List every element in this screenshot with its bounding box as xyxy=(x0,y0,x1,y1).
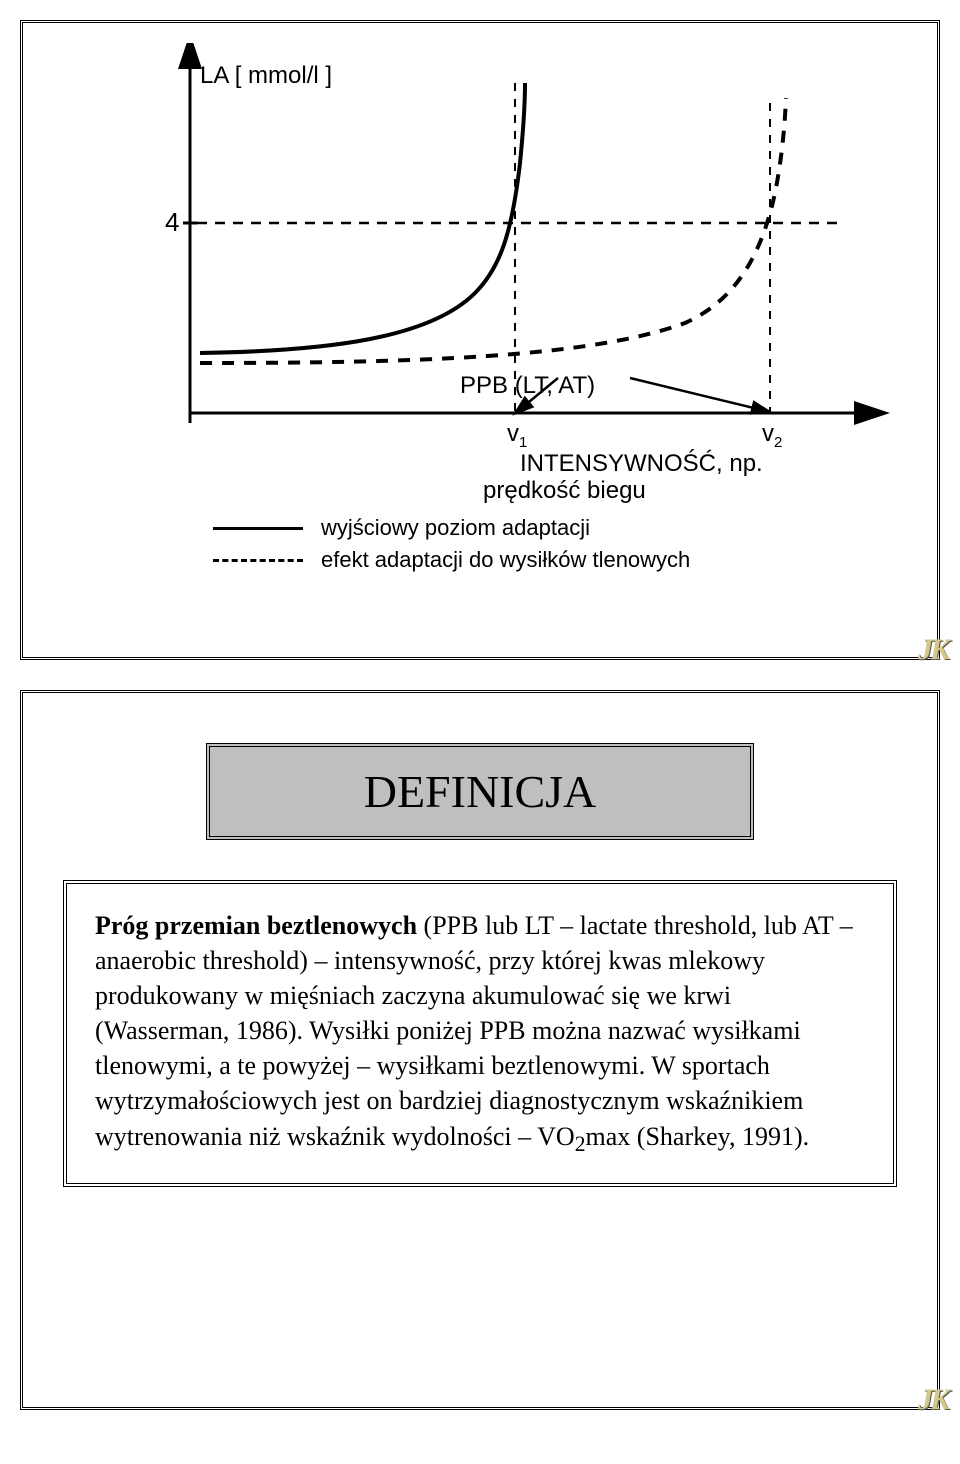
definition-banner: DEFINICJA xyxy=(206,743,754,840)
chart-legend: wyjściowy poziom adaptacji efekt adaptac… xyxy=(213,515,907,573)
legend-dashed-swatch xyxy=(213,559,303,562)
v1-label: v1 xyxy=(507,420,527,451)
curve-baseline xyxy=(200,83,525,353)
slide-definition: DEFINICJA Próg przemian beztlenowych (PP… xyxy=(20,690,940,1410)
signature-jk: JK xyxy=(918,633,947,667)
x-axis-label-1: INTENSYWNOŚĆ, np. xyxy=(520,449,763,477)
y-axis-label: LA [ mmol/l ] xyxy=(200,62,332,89)
definition-body: (PPB lub LT – lactate threshold, lub AT … xyxy=(95,911,853,1151)
v2-label: v2 xyxy=(762,420,782,451)
chart-container: LA [ mmol/l ] 4 PPB (LT, AT) v1 v2 INTEN… xyxy=(70,43,890,483)
definition-tail: max (Sharkey, 1991). xyxy=(586,1122,810,1151)
slide-chart: LA [ mmol/l ] 4 PPB (LT, AT) v1 v2 INTEN… xyxy=(20,20,940,660)
legend-dashed: efekt adaptacji do wysiłków tlenowych xyxy=(213,547,907,573)
legend-solid: wyjściowy poziom adaptacji xyxy=(213,515,907,541)
legend-dashed-label: efekt adaptacji do wysiłków tlenowych xyxy=(321,547,690,573)
y-tick-4: 4 xyxy=(165,207,179,237)
legend-solid-swatch xyxy=(213,527,303,530)
definition-sub: 2 xyxy=(575,1132,586,1156)
curve-adapted xyxy=(200,98,786,363)
ppb-annotation: PPB (LT, AT) xyxy=(460,372,595,399)
definition-lead: Próg przemian beztlenowych xyxy=(95,911,417,940)
lactate-chart: LA [ mmol/l ] 4 PPB (LT, AT) v1 v2 INTEN… xyxy=(70,43,890,483)
definition-box: Próg przemian beztlenowych (PPB lub LT –… xyxy=(63,880,897,1187)
signature-jk-2: JK xyxy=(918,1383,947,1417)
legend-solid-label: wyjściowy poziom adaptacji xyxy=(321,515,590,541)
